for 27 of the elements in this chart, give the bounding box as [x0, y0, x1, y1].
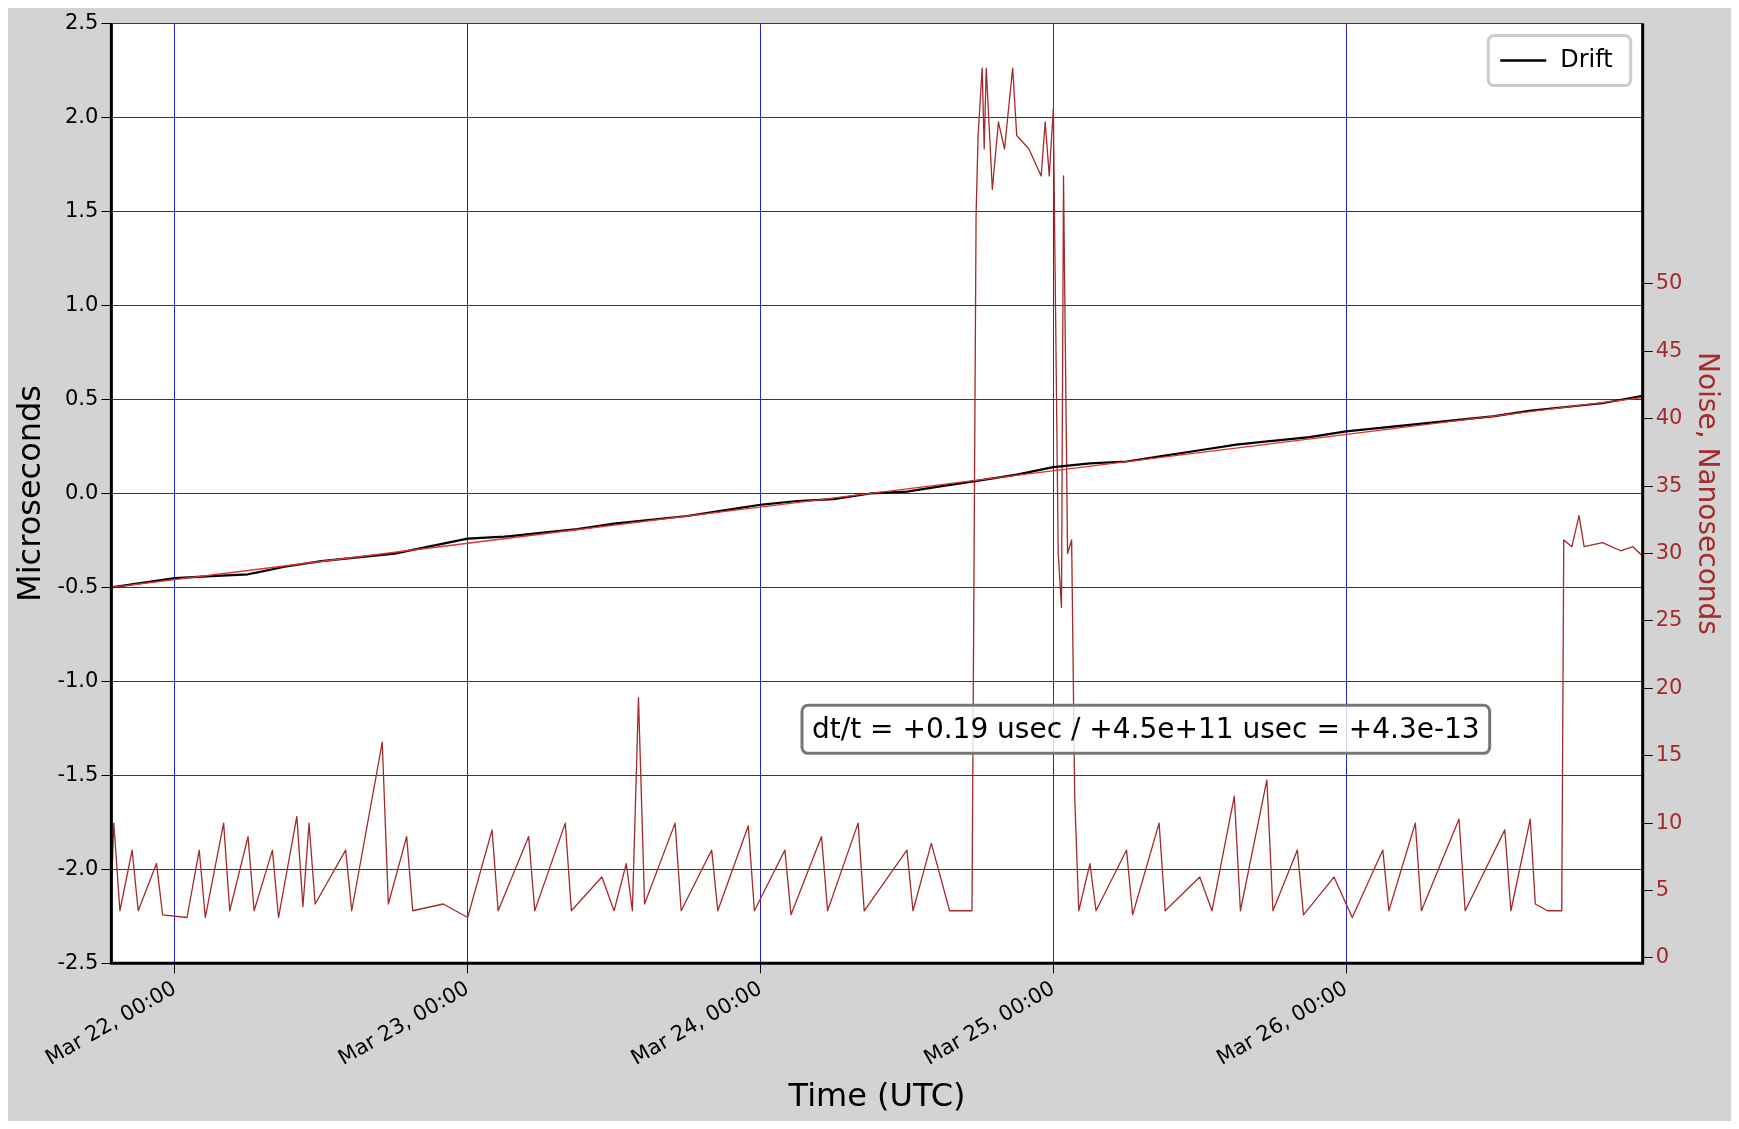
y-tick-label: 0.5 — [64, 385, 99, 410]
y2-tick-label: 10 — [1655, 809, 1683, 834]
y2-axis-title: Noise, Nanoseconds — [1691, 352, 1725, 635]
y-tick-label: -2.0 — [57, 855, 99, 880]
y2-tick-label: 0 — [1655, 944, 1670, 969]
y-tick-label: 1.5 — [64, 198, 99, 222]
y2-tick-label: 25 — [1655, 607, 1683, 632]
y-tick-label: -0.5 — [57, 573, 99, 598]
y-tick-label: -1.5 — [57, 761, 99, 786]
y-tick-label: 2.0 — [64, 104, 99, 129]
y2-tick-label: 30 — [1655, 539, 1683, 564]
annotation: dt/t = +0.19 usec / +4.5e+11 usec = +4.3e-13 — [811, 711, 1480, 745]
y-tick-label: 1.0 — [64, 291, 99, 316]
y-tick-label: 2.5 — [64, 10, 99, 35]
y2-tick-label: 20 — [1655, 674, 1683, 699]
x-axis-title: Time (UTC) — [787, 1076, 966, 1115]
y-tick-label: -2.5 — [57, 949, 99, 974]
y2-tick-label: 45 — [1655, 337, 1683, 362]
y-tick-label: 0.0 — [64, 479, 99, 504]
y2-tick-label: 50 — [1655, 270, 1683, 295]
legend-label: Drift — [1560, 44, 1613, 73]
y2-tick-label: 35 — [1655, 472, 1683, 497]
y-tick-label: -1.0 — [57, 667, 99, 692]
y2-tick-label: 5 — [1655, 876, 1670, 901]
y2-tick-label: 15 — [1655, 742, 1683, 767]
y-axis-title: Microseconds — [9, 385, 48, 602]
y2-tick-label: 40 — [1655, 405, 1683, 430]
